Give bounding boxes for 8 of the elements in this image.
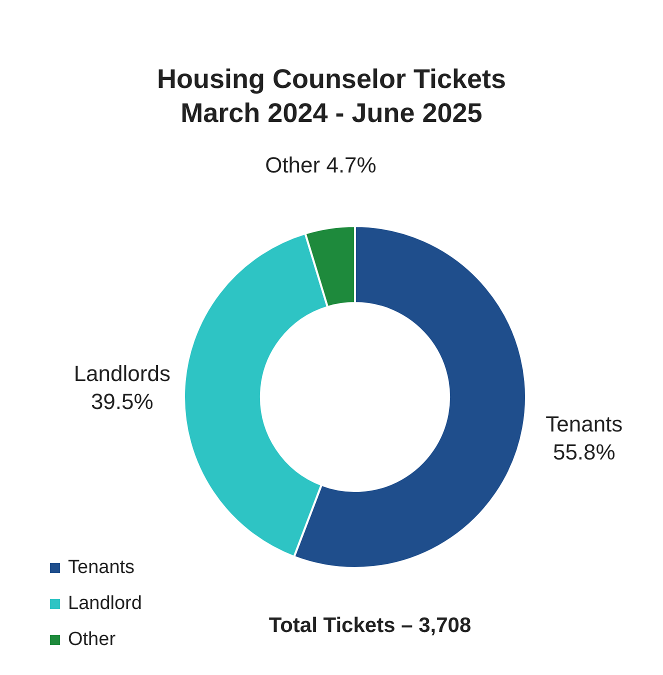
legend-label: Other <box>68 629 116 651</box>
data-label: Landlords 39.5% <box>74 361 170 414</box>
legend-label: Tenants <box>68 557 135 579</box>
text: Total Tickets – 3,708 <box>268 614 472 638</box>
data-label: Tenants 55.8% <box>546 411 623 464</box>
legend-label: Landlord <box>68 593 142 615</box>
data-label: Other 4.7% <box>265 152 376 178</box>
chart-title: Housing Counselor Tickets March 2024 - June 2025 <box>156 63 508 130</box>
